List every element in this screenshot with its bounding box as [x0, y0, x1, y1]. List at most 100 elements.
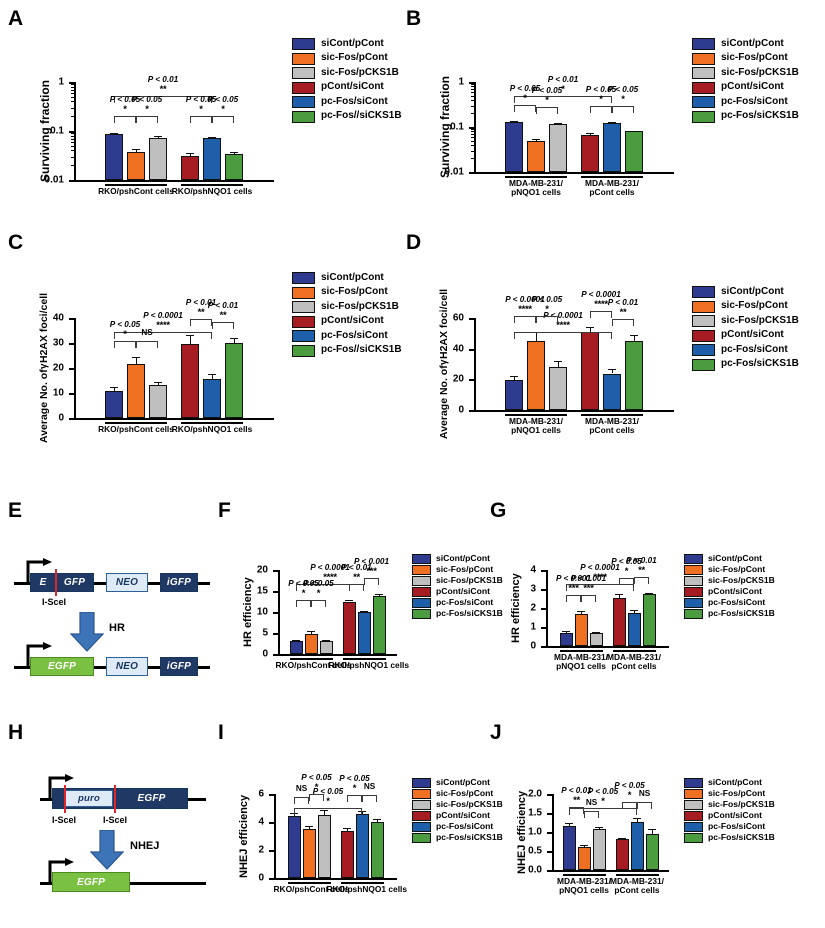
error-bar-cap — [186, 334, 194, 336]
error-bar-cap — [633, 818, 641, 820]
legend-item-label: pCont/siCont — [436, 810, 490, 821]
bracket-top-line — [349, 584, 364, 586]
bracket-left-tick — [362, 794, 363, 802]
y-minor-tick — [471, 99, 474, 101]
significance-stars: **** — [556, 320, 570, 331]
chart-panel-c: 0 10 20 30 40 Average No. of γ H2AX foci/cell R… — [38, 252, 280, 452]
legend-item-label: siCont/pCont — [708, 553, 762, 564]
significance-bracket — [590, 105, 612, 113]
bracket-left-tick — [347, 794, 348, 802]
legend-swatch-icon — [292, 301, 315, 313]
y-tick-label: 15 — [256, 585, 268, 597]
y-minor-tick — [71, 89, 74, 91]
legend-item-label: sic-Fos/pCKS1B — [321, 66, 399, 78]
error-bar — [514, 376, 515, 380]
bar — [630, 821, 644, 870]
y-tick-label: 1.5 — [528, 807, 542, 819]
p-value-label: P < 0.0001 — [581, 289, 621, 299]
significance-bracket — [566, 595, 581, 603]
group-underline — [287, 882, 331, 884]
bracket-right-tick — [232, 321, 234, 329]
legend-swatch-icon — [412, 565, 431, 575]
bracket-left-tick — [566, 584, 567, 591]
y-tick-label: 0.1 — [50, 125, 64, 137]
chart-panel-b: 0.01 0.1 1 Surviving fraction MDA-MB-231/pNQ… — [438, 24, 680, 214]
y-axis-line — [74, 318, 76, 418]
significance-bracket — [311, 600, 326, 607]
bar — [627, 613, 641, 646]
iscei-cut-site-right — [114, 785, 116, 813]
segment-EGFP-bottom-nhej: EGFP — [52, 872, 130, 892]
legend-item: sic-Fos/pCont — [292, 52, 402, 65]
segment-NEO-bottom: NEO — [106, 657, 148, 676]
legend-panel-b: siCont/pCont sic-Fos/pCont sic-Fos/pCKS1B p… — [692, 38, 799, 125]
legend-item-label: pc-Fos/siCKS1B — [708, 832, 775, 843]
y-axis-line — [546, 570, 548, 646]
bracket-top-line — [637, 802, 652, 804]
nhej-promoter-arrow-top — [48, 774, 76, 800]
bar — [625, 131, 643, 172]
y-tick-label: 20 — [256, 564, 268, 576]
bar — [505, 121, 523, 172]
legend-item: pc-Fos/siCKS1B — [684, 609, 775, 619]
significance-bracket — [612, 319, 634, 327]
error-bar-cap — [345, 600, 353, 602]
error-bar-cap — [562, 631, 570, 633]
significance-stars: * — [621, 93, 625, 105]
p-value-label: P < 0.001 — [556, 574, 591, 584]
p-value-label: P < 0.05 — [109, 95, 141, 104]
chart-panel-f: 0 5 10 15 20 HR efficiency RKO/pshCont cells RK… — [242, 520, 409, 680]
x-axis-line — [74, 180, 274, 182]
bar — [603, 122, 621, 172]
bracket-left-tick — [294, 808, 295, 815]
error-bar — [190, 334, 191, 344]
bracket-right-tick — [210, 332, 212, 339]
group-underline — [505, 414, 567, 416]
significance-bracket — [514, 96, 612, 103]
bar — [625, 341, 643, 410]
legend-item-label: sic-Fos/pCont — [721, 52, 788, 64]
y-minor-tick — [471, 131, 474, 133]
significance-bracket — [114, 116, 136, 123]
error-bar-cap — [292, 639, 300, 641]
error-bar — [234, 337, 235, 343]
bar — [581, 331, 599, 410]
legend-item: sic-Fos/pCont — [692, 300, 799, 313]
bracket-top-line — [212, 116, 234, 117]
error-bar-cap — [630, 335, 638, 337]
significance-bracket — [569, 807, 584, 815]
bracket-left-tick — [514, 105, 515, 113]
hr-process-label: HR — [109, 622, 125, 634]
chart-panel-j: 0.0 0.5 1.0 1.5 2.0 NHEJ efficiency MDA-MB-231… — [516, 742, 675, 904]
legend-item-label: sic-Fos/pCKS1B — [708, 799, 775, 810]
y-tick-label: 10 — [52, 387, 64, 399]
legend-item: sic-Fos/pCKS1B — [684, 576, 775, 586]
bracket-left-tick — [569, 807, 570, 815]
legend-item-label: pc-Fos/siCKS1B — [721, 110, 799, 122]
y-tick-label: 0 — [58, 412, 64, 424]
significance-bracket — [584, 811, 599, 819]
p-value-label: P < 0.05 — [109, 320, 141, 329]
legend-item: pCont/siCont — [692, 81, 799, 94]
error-bar-cap — [630, 130, 638, 132]
legend-swatch-icon — [292, 38, 315, 50]
error-bar-cap — [360, 611, 368, 613]
bar — [149, 137, 167, 180]
legend-item: pc-Fos/siCKS1B — [692, 110, 799, 123]
p-value-label: P < 0.01 — [185, 297, 217, 307]
p-value-label: P < 0.001 — [354, 557, 389, 567]
bar — [615, 838, 629, 870]
significance-stars: *** — [568, 583, 579, 595]
bracket-top-line — [362, 794, 377, 796]
significance-bracket — [212, 321, 234, 329]
bracket-left-tick — [514, 332, 515, 339]
y-minor-tick — [71, 107, 74, 109]
y-tick-label: 20 — [52, 362, 64, 374]
bar — [574, 613, 588, 646]
significance-stars: * — [523, 93, 527, 105]
legend-item-label: pc-Fos/siCont — [708, 597, 766, 608]
bracket-right-tick — [210, 96, 212, 103]
group-underline — [340, 882, 384, 884]
bar — [612, 598, 626, 646]
y-tick — [269, 878, 274, 880]
